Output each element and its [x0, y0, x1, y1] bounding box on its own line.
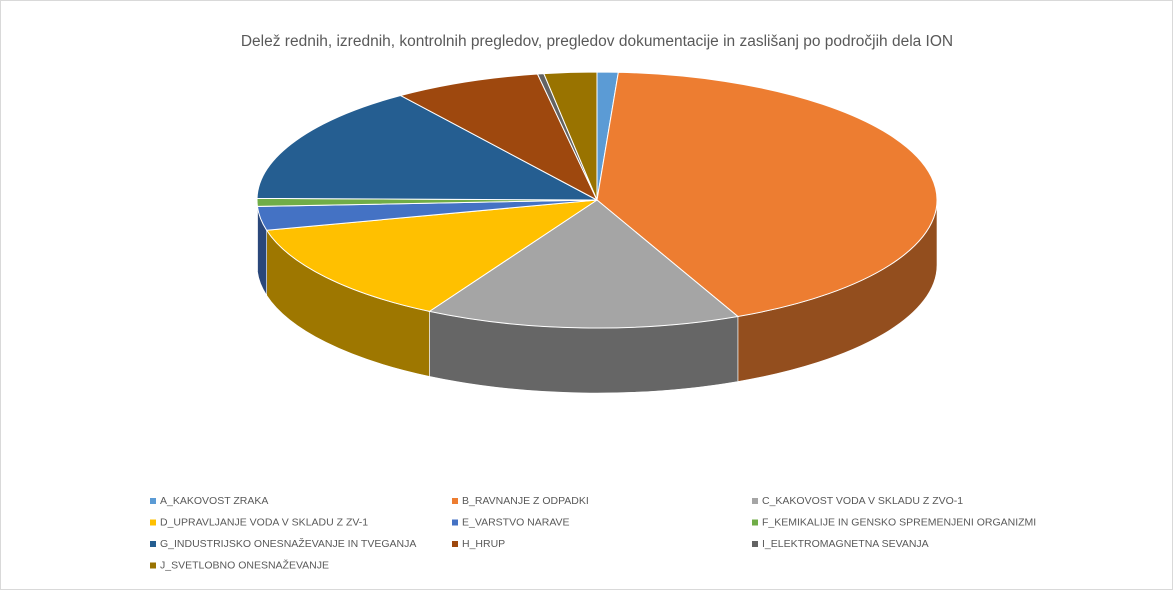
legend-label: J_SVETLOBNO ONESNAŽEVANJE — [160, 558, 329, 571]
legend-label: H_HRUP — [462, 538, 505, 550]
slice — [543, 71, 598, 201]
slice — [428, 199, 740, 329]
legend-swatch — [452, 519, 458, 526]
legend-swatch — [452, 498, 458, 504]
legend-label: D_UPRAVLJANJE VODA V SKLADU Z ZV-1 — [160, 516, 368, 528]
slice — [265, 199, 598, 312]
slice — [399, 73, 599, 202]
legend-swatch — [752, 498, 758, 504]
legend-label: E_VARSTVO NARAVE — [462, 516, 570, 528]
legend-label: C_KAKOVOST VODA V SKLADU Z ZVO-1 — [762, 495, 963, 507]
legend-label: F_KEMIKALIJE IN GENSKO SPREMENJENI ORGAN… — [762, 516, 1036, 528]
legend-label: I_ELEKTROMAGNETNA SEVANJA — [762, 538, 929, 550]
legend-swatch — [752, 519, 758, 526]
chart-title: Delež rednih, izrednih, kontrolnih pregl… — [241, 33, 953, 50]
legend-swatch — [452, 541, 458, 547]
slice — [596, 71, 938, 318]
slice — [256, 94, 598, 201]
legend-swatch — [150, 562, 156, 569]
legend-label: A_KAKOVOST ZRAKA — [160, 495, 268, 507]
legend-swatch — [150, 519, 156, 526]
legend-label: G_INDUSTRIJSKO ONESNAŽEVANJE IN TVEGANJA — [160, 537, 416, 550]
legend-swatch — [150, 541, 156, 547]
legend-swatch — [150, 498, 156, 504]
legend-label: B_RAVNANJE Z ODPADKI — [462, 495, 589, 507]
legend-swatch — [752, 541, 758, 547]
